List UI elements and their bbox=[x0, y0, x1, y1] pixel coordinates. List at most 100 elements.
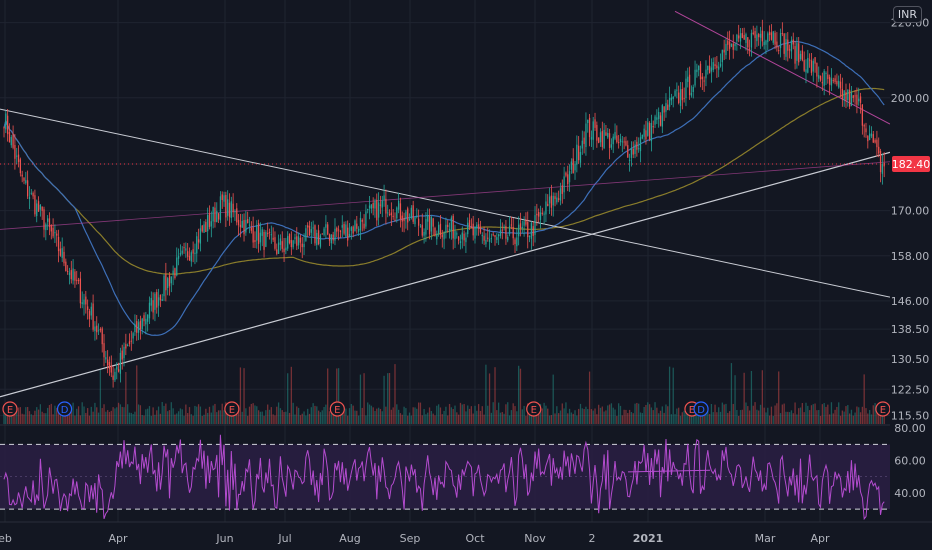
candle[interactable] bbox=[30, 192, 32, 194]
candle[interactable] bbox=[157, 297, 160, 306]
candle[interactable] bbox=[598, 137, 600, 143]
candle[interactable] bbox=[147, 314, 149, 322]
candle[interactable] bbox=[574, 163, 576, 171]
candle[interactable] bbox=[256, 224, 258, 241]
candle[interactable] bbox=[690, 92, 693, 96]
candle[interactable] bbox=[419, 226, 422, 228]
candle[interactable] bbox=[721, 49, 723, 63]
candle[interactable] bbox=[16, 155, 18, 157]
candle[interactable] bbox=[92, 303, 94, 330]
candle[interactable] bbox=[774, 32, 776, 45]
candle[interactable] bbox=[272, 237, 274, 240]
candle[interactable] bbox=[261, 229, 263, 236]
candle[interactable] bbox=[127, 344, 129, 346]
rsi-divergence-line[interactable] bbox=[627, 469, 711, 473]
candle[interactable] bbox=[216, 211, 218, 223]
candle[interactable] bbox=[570, 161, 573, 170]
candle[interactable] bbox=[494, 235, 496, 237]
candle[interactable] bbox=[352, 226, 354, 234]
candle[interactable] bbox=[439, 223, 442, 235]
candle[interactable] bbox=[823, 70, 825, 86]
candle[interactable] bbox=[708, 65, 711, 74]
candle[interactable] bbox=[652, 126, 654, 128]
candle[interactable] bbox=[392, 215, 394, 217]
candle[interactable] bbox=[45, 224, 47, 231]
candle[interactable] bbox=[239, 224, 242, 228]
candle[interactable] bbox=[7, 115, 9, 135]
candle[interactable] bbox=[501, 229, 503, 231]
candle[interactable] bbox=[330, 234, 332, 244]
candle[interactable] bbox=[756, 34, 758, 42]
candle[interactable] bbox=[297, 236, 300, 246]
candle[interactable] bbox=[452, 215, 454, 239]
candle[interactable] bbox=[641, 134, 643, 139]
candle[interactable] bbox=[57, 237, 60, 252]
candle[interactable] bbox=[736, 34, 738, 42]
candle[interactable] bbox=[41, 206, 43, 211]
candle[interactable] bbox=[447, 224, 449, 228]
candle[interactable] bbox=[647, 122, 649, 136]
candle[interactable] bbox=[623, 141, 625, 143]
candle[interactable] bbox=[199, 228, 202, 244]
candle[interactable] bbox=[385, 198, 387, 214]
candle[interactable] bbox=[810, 60, 813, 73]
candle[interactable] bbox=[665, 103, 667, 112]
candle[interactable] bbox=[663, 106, 665, 113]
candle[interactable] bbox=[63, 251, 65, 264]
candle[interactable] bbox=[76, 279, 78, 281]
candle[interactable] bbox=[450, 217, 453, 231]
candle[interactable] bbox=[96, 325, 98, 333]
candle[interactable] bbox=[319, 235, 322, 247]
candle[interactable] bbox=[103, 343, 105, 358]
candle[interactable] bbox=[25, 180, 27, 184]
candle[interactable] bbox=[377, 202, 380, 218]
candle[interactable] bbox=[747, 37, 749, 48]
candle[interactable] bbox=[372, 203, 374, 209]
candle[interactable] bbox=[788, 49, 791, 51]
candle[interactable] bbox=[141, 318, 143, 329]
candle[interactable] bbox=[263, 231, 265, 250]
candle[interactable] bbox=[85, 296, 87, 305]
candle[interactable] bbox=[310, 229, 312, 233]
candle[interactable] bbox=[54, 232, 56, 234]
candle[interactable] bbox=[388, 214, 391, 216]
candle[interactable] bbox=[485, 239, 487, 245]
candle[interactable] bbox=[328, 234, 331, 241]
earnings-marker[interactable] bbox=[526, 401, 542, 417]
candle[interactable] bbox=[177, 255, 180, 259]
candle[interactable] bbox=[192, 249, 194, 254]
candle[interactable] bbox=[668, 97, 671, 107]
candle[interactable] bbox=[94, 326, 96, 332]
candle[interactable] bbox=[74, 271, 76, 281]
candle[interactable] bbox=[48, 218, 51, 228]
candle[interactable] bbox=[661, 105, 663, 127]
candle[interactable] bbox=[432, 218, 434, 227]
candle[interactable] bbox=[185, 248, 187, 251]
candle[interactable] bbox=[765, 40, 767, 45]
candle[interactable] bbox=[274, 237, 276, 249]
candle[interactable] bbox=[325, 224, 327, 228]
candle[interactable] bbox=[514, 239, 516, 244]
candle[interactable] bbox=[250, 227, 252, 231]
candle[interactable] bbox=[812, 60, 814, 72]
candle[interactable] bbox=[67, 270, 69, 272]
candle[interactable] bbox=[290, 240, 292, 248]
candle[interactable] bbox=[217, 213, 220, 220]
earnings-marker[interactable] bbox=[224, 401, 240, 417]
candle[interactable] bbox=[758, 34, 760, 38]
candle[interactable] bbox=[723, 49, 725, 53]
candle[interactable] bbox=[852, 95, 854, 98]
candle[interactable] bbox=[203, 224, 205, 233]
candle[interactable] bbox=[337, 229, 340, 231]
candle[interactable] bbox=[576, 144, 578, 165]
candle[interactable] bbox=[223, 195, 225, 202]
candle[interactable] bbox=[619, 138, 622, 143]
candle[interactable] bbox=[23, 177, 25, 181]
candle[interactable] bbox=[701, 76, 703, 80]
candle[interactable] bbox=[872, 134, 874, 143]
candle[interactable] bbox=[243, 220, 245, 235]
candle[interactable] bbox=[156, 292, 158, 308]
candle[interactable] bbox=[507, 237, 509, 241]
candle[interactable] bbox=[87, 306, 89, 311]
candle[interactable] bbox=[554, 196, 556, 200]
